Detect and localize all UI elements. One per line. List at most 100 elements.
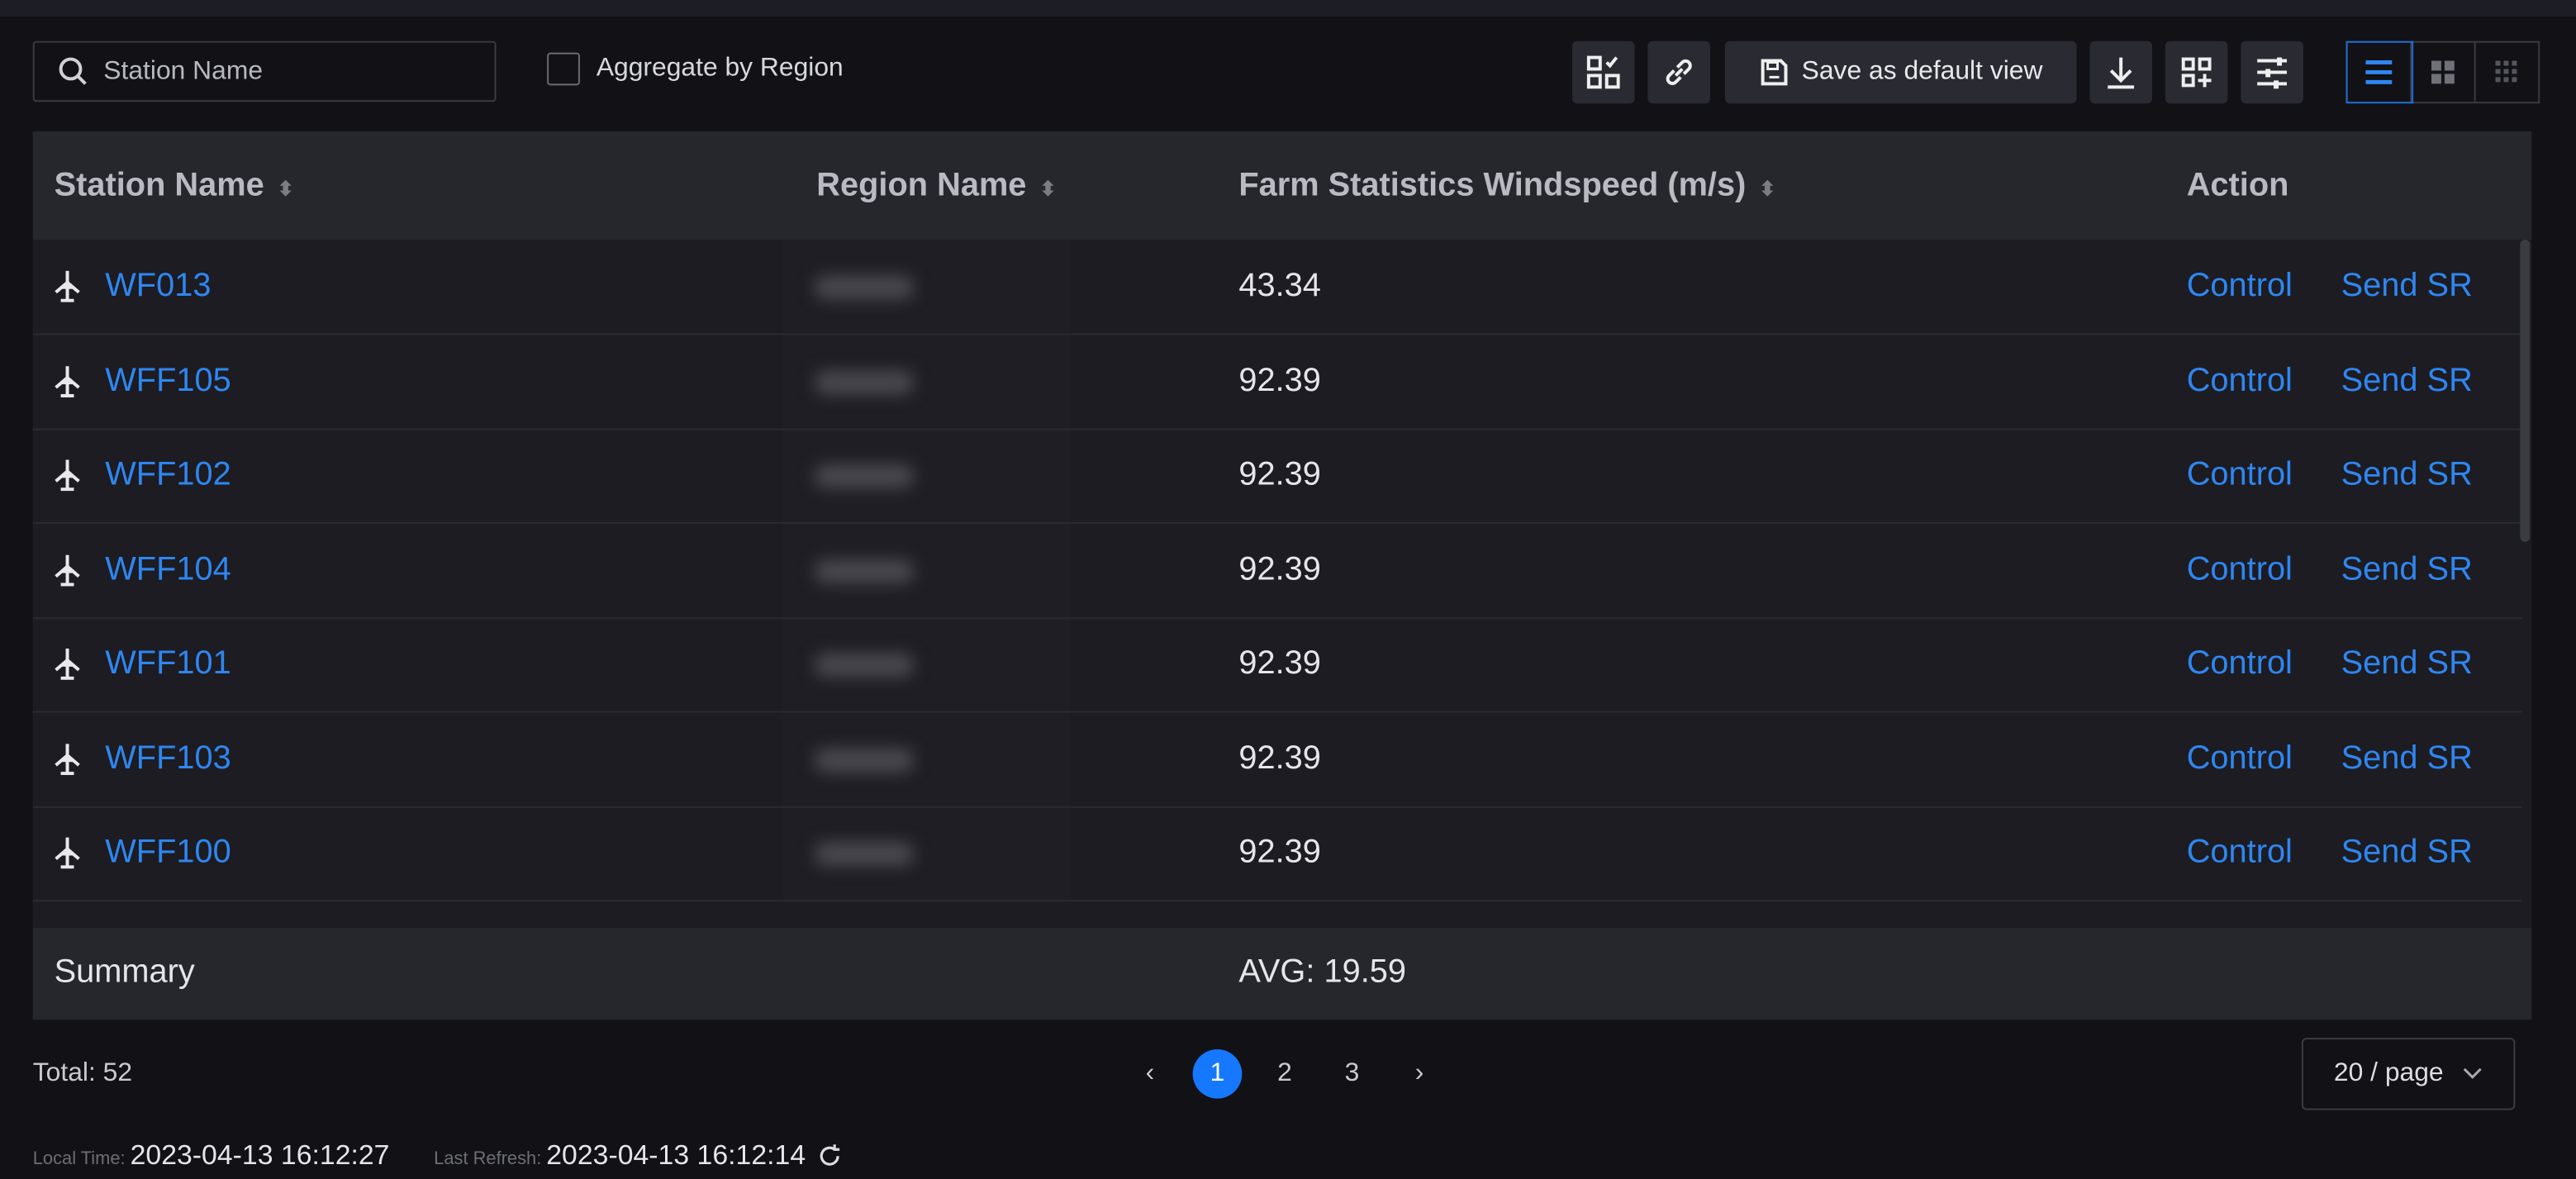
region-name-redacted [815, 370, 914, 394]
prev-page-button[interactable]: ‹ [1145, 1058, 1155, 1087]
send-sr-link[interactable]: Send SR [2341, 267, 2473, 304]
grid-view-icon [2431, 60, 2455, 84]
filter-settings-icon [2257, 57, 2287, 89]
send-sr-link[interactable]: Send SR [2341, 550, 2473, 587]
station-link[interactable]: WFF105 [105, 362, 231, 398]
station-link[interactable]: WFF102 [105, 456, 231, 493]
station-link[interactable]: WFF104 [105, 550, 231, 587]
send-sr-link[interactable]: Send SR [2341, 739, 2473, 777]
chevron-down-icon [2464, 1067, 2483, 1079]
link-icon [1666, 59, 1692, 85]
region-name-redacted [815, 464, 914, 488]
column-header-region[interactable]: Region Name ⬍ [816, 167, 1057, 204]
control-link[interactable]: Control [2186, 550, 2293, 587]
search-input[interactable] [100, 55, 468, 88]
wind-turbine-icon [53, 553, 83, 596]
send-sr-link[interactable]: Send SR [2341, 362, 2473, 398]
page-3-button[interactable]: 3 [1344, 1058, 1360, 1087]
send-sr-link[interactable]: Send SR [2341, 456, 2473, 493]
windspeed-value: 92.39 [1238, 362, 1321, 398]
wind-turbine-icon [53, 741, 83, 784]
time-info: Local Time: 2023-04-13 16:12:27 Last Ref… [33, 1139, 844, 1172]
list-view-button[interactable] [2345, 40, 2414, 104]
station-link[interactable]: WF013 [105, 267, 211, 304]
select-columns-button[interactable] [1571, 40, 1635, 104]
summary-row: Summary AVG: 19.59 [32, 927, 2532, 1020]
local-time: 2023-04-13 16:12:27 [130, 1139, 390, 1172]
region-name-redacted [815, 842, 914, 866]
top-strip [0, 0, 2576, 17]
select-columns-icon [1586, 55, 1620, 89]
aggregate-by-region-checkbox[interactable]: Aggregate by Region [547, 52, 844, 86]
save-icon [1760, 59, 1787, 86]
filter-settings-button[interactable] [2241, 40, 2303, 104]
save-default-view-button[interactable]: Save as default view [1724, 40, 2077, 104]
control-link[interactable]: Control [2186, 267, 2293, 304]
wind-turbine-icon [53, 459, 83, 502]
view-mode-toggle[interactable] [2345, 40, 2540, 104]
control-link[interactable]: Control [2186, 362, 2293, 398]
windspeed-value: 43.34 [1238, 267, 1321, 304]
download-icon [2108, 57, 2135, 89]
sort-icon[interactable]: ⬍ [277, 177, 294, 201]
wind-turbine-icon [53, 269, 83, 312]
save-default-label: Save as default view [1801, 57, 2043, 86]
control-link[interactable]: Control [2186, 834, 2293, 871]
page-size-select[interactable]: 20 / page [2301, 1038, 2516, 1110]
windspeed-value: 92.39 [1238, 456, 1321, 493]
table-header: Station Name ⬍ Region Name ⬍ Farm Statisti… [32, 131, 2532, 240]
wind-turbine-icon [53, 647, 83, 690]
column-header-windspeed[interactable]: Farm Statistics Windspeed (m/s) ⬍ [1238, 167, 1776, 204]
page-2-button[interactable]: 2 [1277, 1058, 1292, 1087]
column-header-station[interactable]: Station Name ⬍ [54, 167, 294, 204]
download-button[interactable] [2089, 40, 2152, 104]
page-size-value: 20 / page [2333, 1058, 2444, 1087]
column-header-action: Action [2186, 167, 2289, 204]
checkbox[interactable] [547, 52, 580, 86]
wind-turbine-icon [53, 836, 83, 879]
region-name-redacted [815, 654, 914, 677]
control-link[interactable]: Control [2186, 739, 2293, 777]
send-sr-link[interactable]: Send SR [2341, 645, 2473, 682]
region-name-redacted [815, 748, 914, 772]
search-icon [59, 56, 87, 84]
control-link[interactable]: Control [2186, 456, 2293, 493]
station-link[interactable]: WFF100 [105, 834, 231, 871]
table-row: WFF101 92.39 Control Send SR [32, 617, 2522, 713]
table-row: WF013 43.34 Control Send SR [32, 240, 2522, 335]
next-page-button[interactable]: › [1414, 1058, 1424, 1087]
compact-grid-view-button[interactable] [2476, 43, 2539, 102]
total-count: Total: 52 [32, 1058, 133, 1087]
station-link[interactable]: WFF101 [105, 645, 231, 682]
last-refresh-label: Last Refresh: [434, 1149, 542, 1170]
add-widget-button[interactable] [2165, 40, 2228, 104]
last-refresh: 2023-04-13 16:12:14 [546, 1139, 806, 1172]
compact-grid-view-icon [2495, 60, 2517, 83]
aggregate-label: Aggregate by Region [596, 54, 844, 83]
table-row: WFF102 92.39 Control Send SR [32, 429, 2522, 525]
page-1-button[interactable]: 1 [1192, 1049, 1243, 1099]
table-row: WFF100 92.39 Control Send SR [32, 806, 2522, 902]
grid-view-button[interactable] [2412, 42, 2476, 102]
windspeed-value: 92.39 [1238, 550, 1321, 587]
table-row: WFF105 92.39 Control Send SR [32, 334, 2522, 430]
local-time-label: Local Time: [32, 1149, 126, 1170]
sort-icon[interactable]: ⬍ [1759, 177, 1776, 201]
search-input-box[interactable] [32, 40, 497, 102]
table-scrollbar[interactable] [2520, 240, 2531, 542]
copy-link-button[interactable] [1647, 40, 1711, 104]
summary-avg: AVG: 19.59 [1238, 953, 1407, 991]
station-link[interactable]: WFF103 [105, 739, 231, 777]
windspeed-value: 92.39 [1238, 834, 1321, 871]
table-row: WFF104 92.39 Control Send SR [32, 523, 2522, 619]
send-sr-link[interactable]: Send SR [2341, 834, 2473, 871]
refresh-icon[interactable] [817, 1143, 844, 1169]
sort-icon[interactable]: ⬍ [1039, 177, 1057, 201]
table-row: WFF103 92.39 Control Send SR [32, 712, 2522, 807]
windspeed-value: 92.39 [1238, 739, 1321, 777]
add-widget-icon [2181, 57, 2212, 88]
windspeed-value: 92.39 [1238, 645, 1321, 682]
station-table: Station Name ⬍ Region Name ⬍ Farm Statisti… [32, 131, 2532, 1020]
control-link[interactable]: Control [2186, 645, 2293, 682]
